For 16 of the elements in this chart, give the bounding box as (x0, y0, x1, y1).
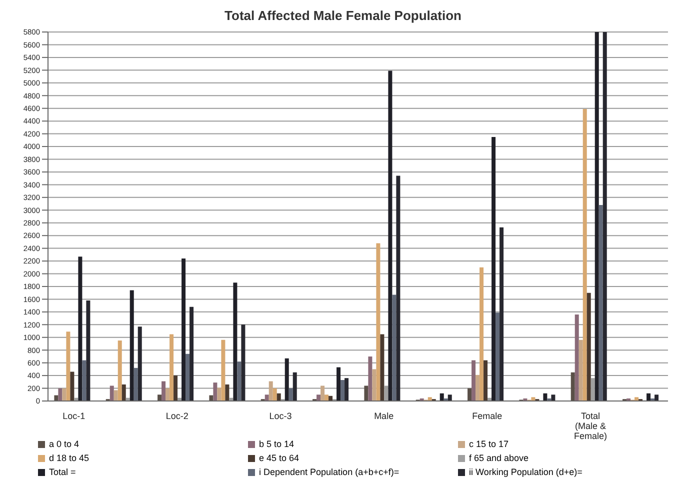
legend-label: e 45 to 64 (259, 453, 300, 463)
legend-label: i Dependent Population (a+b+c+f)= (259, 467, 400, 477)
x-tick-label: Female (472, 411, 502, 421)
legend-label: d 18 to 45 (49, 453, 90, 463)
x-tick-label: Loc-2 (166, 411, 188, 421)
x-tick-label: Male (374, 411, 394, 421)
legend-label: Total = (49, 467, 76, 477)
legend-label: b 5 to 14 (259, 439, 294, 449)
legend-label: a 0 to 4 (49, 439, 80, 449)
legend-label: f 65 and above (469, 453, 529, 463)
x-tick-label: Loc-3 (269, 411, 292, 421)
chart-title: Total Affected Male Female Population (224, 8, 462, 23)
legend-label: c 15 to 17 (469, 439, 509, 449)
x-tick-label: Total (Male & Female) (574, 411, 608, 441)
legend-label: ii Working Population (d+e)= (469, 467, 582, 477)
x-tick-label: Loc-1 (62, 411, 86, 421)
